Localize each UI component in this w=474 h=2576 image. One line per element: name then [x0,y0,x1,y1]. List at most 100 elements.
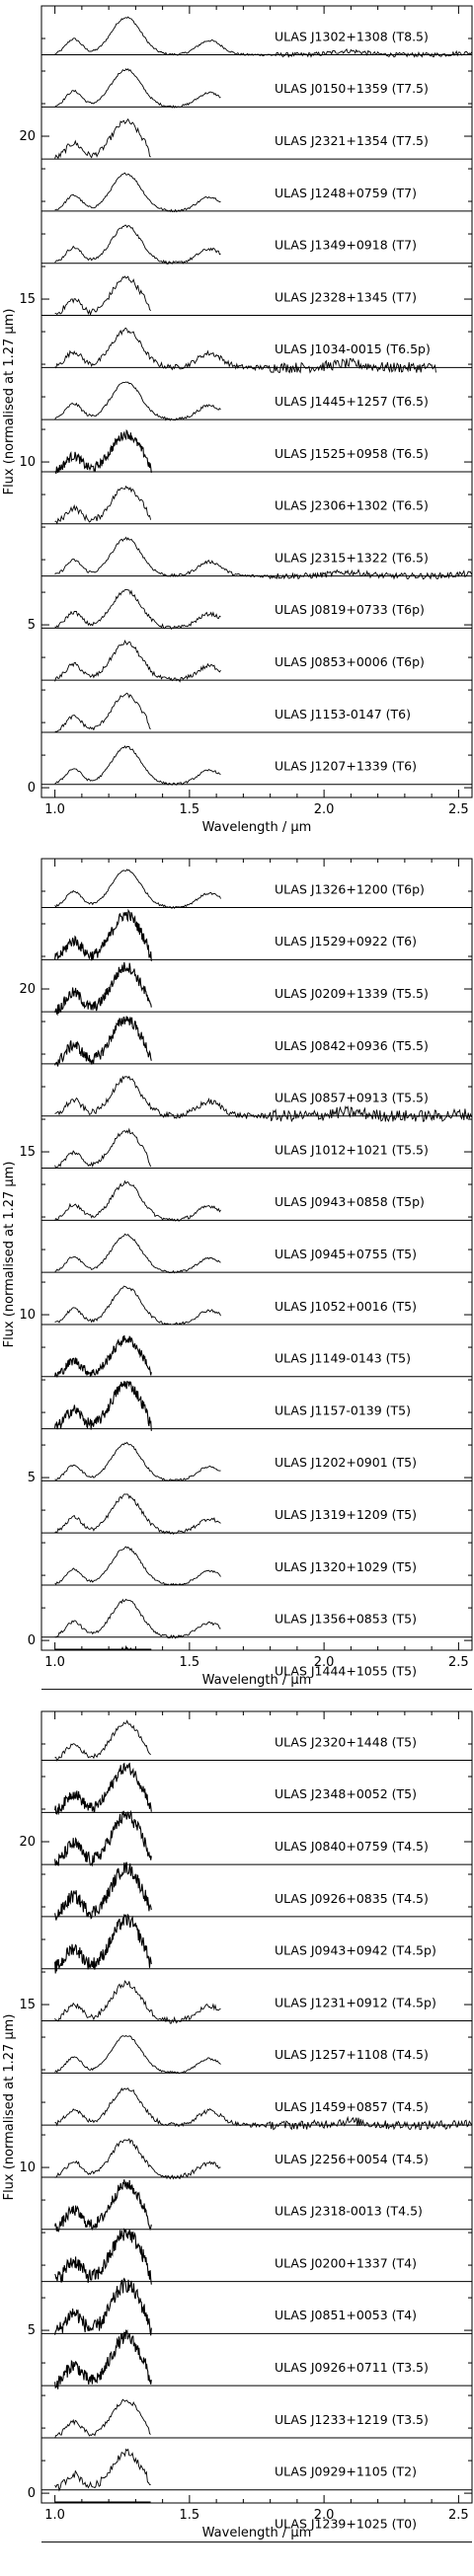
spectrum-label: ULAS J1239+1025 (T0) [275,2516,417,2531]
spectrum-label: ULAS J2328+1345 (T7) [275,289,417,304]
spectrum-label: ULAS J1202+0901 (T5) [275,1455,417,1470]
spectrum-label: ULAS J0840+0759 (T4.5) [275,1839,429,1854]
spectrum-series: ULAS J0929+1105 (T2) [41,2448,472,2492]
y-axis-label: Flux (normalised at 1.27 μm) [2,1162,17,1348]
spectrum-line [54,1285,221,1326]
spectrum-series: ULAS J1529+0922 (T6) [41,908,472,961]
y-tick-label: 15 [19,1145,36,1160]
x-tick-label: 2.5 [448,2508,469,2523]
y-tick-label: 20 [19,982,36,997]
y-tick-label: 5 [28,618,36,633]
spectrum-series: ULAS J0150+1359 (T7.5) [41,68,472,109]
spectrum-line [54,1861,152,1921]
spectrum-line [54,1762,152,1815]
spectrum-series: ULAS J1257+1108 (T4.5) [41,2034,472,2075]
spectrum-series: ULAS J2320+1448 (T5) [41,1719,472,1762]
spectrum-series: ULAS J0943+0858 (T5p) [41,1179,472,1222]
spectrum-label: ULAS J0853+0006 (T6p) [275,654,425,669]
spectrum-line [54,2448,151,2492]
x-tick-label: 1.0 [44,1655,65,1670]
spectrum-series: ULAS J2328+1345 (T7) [41,275,472,317]
spectrum-label: ULAS J0200+1337 (T4) [275,2255,417,2270]
spectrum-label: ULAS J1356+0853 (T5) [275,1612,417,1627]
plot-frame [40,1710,473,2504]
spectrum-line [54,908,152,961]
x-tick-label: 2.5 [448,802,469,817]
spectrum-label: ULAS J1153-0147 (T6) [275,707,411,721]
spectrum-label: ULAS J0926+0711 (T3.5) [275,2360,429,2375]
x-tick-label: 1.0 [44,802,65,817]
spectrum-series: ULAS J1233+1219 (T3.5) [41,2398,472,2439]
spectrum-series: ULAS J1034-0015 (T6.5p) [41,327,472,374]
y-tick-label: 0 [28,781,36,796]
spectrum-line [54,1546,221,1586]
spectrum-line [54,1179,221,1222]
spectrum-line [54,2228,152,2285]
spectrum-line [54,1809,152,1867]
spectrum-series: ULAS J0842+0936 (T5.5) [41,1016,472,1067]
x-axis-label: Wavelength / μm [202,2526,312,2540]
spectrum-series: ULAS J1356+0853 (T5) [41,1598,472,1639]
spectrum-line [54,172,221,213]
spectrum-line [54,2086,472,2131]
spectrum-series: ULAS J0943+0942 (T4.5p) [41,1913,472,1974]
spectrum-label: ULAS J0943+0858 (T5p) [275,1194,425,1209]
spectrum-line [54,1598,221,1639]
spectrum-line [54,961,152,1017]
spectrum-series: ULAS J1207+1339 (T6) [41,745,472,786]
chart-panel-3: 1.0 1.5 2.0 2.5 0 5 10 15 20 Wavelength / μm Flux … [2,1710,473,2543]
spectrum-series: ULAS J1320+1029 (T5) [41,1546,472,1586]
x-tick-label: 2.0 [314,1655,335,1670]
spectrum-line [54,1719,151,1762]
spectrum-label: ULAS J1248+0759 (T7) [275,186,417,200]
x-tick-label: 1.5 [180,2508,200,2523]
spectrum-series: ULAS J1248+0759 (T7) [41,172,472,213]
spectrum-series: ULAS J0853+0006 (T6p) [41,639,472,683]
spectrum-label: ULAS J1157-0139 (T5) [275,1402,411,1417]
spectrum-label: ULAS J0929+1105 (T2) [275,2464,417,2479]
spectrum-label: ULAS J2306+1302 (T6.5) [275,498,429,513]
spectrum-line [54,869,221,909]
spectrum-line [54,275,151,317]
spectrum-label: ULAS J2320+1448 (T5) [275,1734,417,1749]
spectrum-label: ULAS J0945+0755 (T5) [275,1247,417,1261]
spectrum-line [54,745,221,786]
spectrum-label: ULAS J0943+0942 (T4.5p) [275,1943,436,1958]
spectrum-label: ULAS J0857+0913 (T5.5) [275,1091,429,1105]
y-tick-label: 20 [19,1835,36,1850]
spectrum-series: ULAS J1319+1209 (T5) [41,1493,472,1535]
spectrum-series: ULAS J1202+0901 (T5) [41,1441,472,1482]
spectrum-line [54,327,436,374]
spectrum-label: ULAS J0851+0053 (T4) [275,2308,417,2322]
spectrum-series: ULAS J0200+1337 (T4) [41,2228,472,2285]
y-tick-label: 5 [28,2323,36,2338]
spectrum-series: ULAS J1302+1308 (T8.5) [41,16,472,58]
spectrum-line [54,381,221,421]
spectrum-series: ULAS J0945+0755 (T5) [41,1233,472,1274]
spectrum-label: ULAS J2348+0052 (T5) [275,1786,417,1801]
spectrum-line [54,2277,152,2336]
x-axis-label: Wavelength / μm [202,1673,312,1688]
spectrum-series: ULAS J1459+0857 (T4.5) [41,2086,472,2131]
spectrum-series: ULAS J0819+0733 (T6p) [41,588,472,631]
spectrum-line [54,485,152,525]
spectrum-series: ULAS J0209+1339 (T5.5) [41,961,472,1017]
spectrum-series: ULAS J2315+1322 (T6.5) [41,536,472,580]
y-tick-label: 20 [19,129,36,144]
plot-frame [40,858,473,1651]
spectrum-label: ULAS J1320+1029 (T5) [275,1559,417,1574]
spectrum-series: ULAS J1149-0143 (T5) [41,1334,472,1378]
spectrum-series: ULAS J0926+0835 (T4.5) [41,1861,472,1921]
spectrum-series: ULAS J1012+1021 (T5.5) [41,1127,472,1170]
spectrum-line [54,1233,221,1274]
spectrum-series: ULAS J2306+1302 (T6.5) [41,485,472,525]
spectrum-line [54,692,151,733]
spectrum-series: ULAS J2348+0052 (T5) [41,1762,472,1815]
x-tick-label: 2.0 [314,802,335,817]
spectrum-series: ULAS J1445+1257 (T6.5) [41,381,472,421]
y-tick-label: 15 [19,292,36,307]
spectrum-line [54,16,472,58]
y-tick-label: 10 [19,2160,36,2175]
spectrum-series: ULAS J1525+0958 (T6.5) [41,428,472,475]
spectrum-line [54,1493,221,1535]
